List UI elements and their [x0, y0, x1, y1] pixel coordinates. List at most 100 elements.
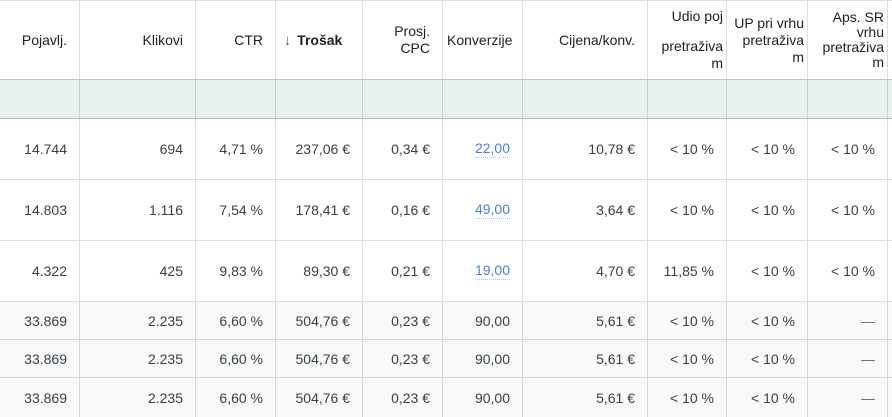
clipped-cell: [888, 180, 892, 240]
clipped-cell: [888, 241, 892, 301]
cell-ctr: 4,71 %: [196, 119, 276, 179]
cell-search-top-impression-share: < 10 %: [727, 241, 808, 301]
column-label: Klikovi: [142, 31, 183, 48]
cell-cost-per-conversion: 10,78 €: [523, 119, 648, 179]
cell-ctr: 6,60 %: [196, 340, 276, 377]
column-label: Aps. SR: [832, 9, 884, 25]
column-header-conversions[interactable]: Konverzije: [443, 1, 523, 79]
cell-search-impression-share: < 10 %: [648, 378, 727, 417]
clipped-cell: [888, 378, 892, 417]
conversions-link[interactable]: 22,00: [474, 140, 510, 158]
cell-clicks: 1.116: [80, 180, 196, 240]
cell-avg-cpc: 0,16 €: [363, 180, 443, 240]
empty-cell: [80, 80, 196, 118]
column-header-clicks[interactable]: Klikovi: [80, 1, 196, 79]
cell-cost: 178,41 €: [276, 180, 363, 240]
cell-search-abs-top-impression-share: < 10 %: [808, 119, 888, 179]
column-label: CPC: [400, 40, 430, 56]
table-header-row: Pojavlj. Klikovi CTR ↓ Trošak Prosj. CPC…: [0, 1, 892, 80]
column-label: m: [711, 55, 723, 71]
cell-impressions: 33.869: [0, 302, 80, 339]
cell-cost-per-conversion: 5,61 €: [523, 340, 648, 377]
clipped-cell: [888, 119, 892, 179]
empty-cell: [0, 80, 80, 118]
column-header-impressions[interactable]: Pojavlj.: [0, 1, 80, 79]
cell-search-impression-share: < 10 %: [648, 340, 727, 377]
column-label: UP pri vrhu: [734, 14, 804, 31]
cell-cost-per-conversion: 5,61 €: [523, 378, 648, 417]
clipped-cell: [888, 340, 892, 377]
column-label: Trošak: [297, 31, 343, 48]
cell-search-abs-top-impression-share: < 10 %: [808, 241, 888, 301]
column-label: m: [792, 48, 804, 65]
empty-cell: [727, 80, 808, 118]
clipped-cell: [888, 302, 892, 339]
cell-search-abs-top-impression-share: —: [808, 302, 888, 339]
cell-clicks: 2.235: [80, 302, 196, 339]
column-header-search-abs-top-impression-share[interactable]: Aps. SR vrhu pretraživa m: [808, 1, 888, 79]
empty-cell: [888, 80, 892, 118]
empty-cell: [443, 80, 523, 118]
cell-cost-per-conversion: 4,70 €: [523, 241, 648, 301]
cell-cost: 89,30 €: [276, 241, 363, 301]
cell-clicks: 694: [80, 119, 196, 179]
cell-ctr: 6,60 %: [196, 378, 276, 417]
cell-search-abs-top-impression-share: —: [808, 378, 888, 417]
column-header-cost-per-conversion[interactable]: Cijena/konv.: [523, 1, 648, 79]
cell-ctr: 9,83 %: [196, 241, 276, 301]
empty-cell: [363, 80, 443, 118]
column-label: pretraživa: [742, 31, 804, 48]
cell-search-top-impression-share: < 10 %: [727, 302, 808, 339]
total-row: 33.869 2.235 6,60 % 504,76 € 0,23 € 90,0…: [0, 302, 892, 340]
cell-clicks: 425: [80, 241, 196, 301]
cell-clicks: 2.235: [80, 340, 196, 377]
cell-search-abs-top-impression-share: —: [808, 340, 888, 377]
cell-conversions: 90,00: [443, 340, 523, 377]
cell-avg-cpc: 0,23 €: [363, 340, 443, 377]
cell-avg-cpc: 0,23 €: [363, 378, 443, 417]
column-label: Konverzije: [447, 31, 513, 48]
sort-descending-icon: ↓: [283, 31, 292, 49]
cell-impressions: 14.803: [0, 180, 80, 240]
column-header-avg-cpc[interactable]: Prosj. CPC: [363, 1, 443, 79]
cell-avg-cpc: 0,34 €: [363, 119, 443, 179]
cell-cost: 504,76 €: [276, 378, 363, 417]
cell-cost-per-conversion: 5,61 €: [523, 302, 648, 339]
cell-conversions: 90,00: [443, 302, 523, 339]
column-label: pretraživa: [822, 39, 884, 55]
cell-impressions: 33.869: [0, 340, 80, 377]
cell-search-impression-share: < 10 %: [648, 180, 727, 240]
cell-conversions: 22,00: [443, 119, 523, 179]
cell-search-top-impression-share: < 10 %: [727, 378, 808, 417]
column-label: CTR: [234, 31, 263, 48]
column-label: Prosj.: [394, 23, 430, 39]
column-header-search-impression-share[interactable]: Udio poj pretraživa m: [648, 1, 727, 79]
empty-cell: [648, 80, 727, 118]
column-label: pretraživa: [661, 38, 723, 54]
table-row: 4.322 425 9,83 % 89,30 € 0,21 € 19,00 4,…: [0, 241, 892, 302]
clipped-column: [888, 1, 892, 79]
column-header-cost[interactable]: ↓ Trošak: [276, 1, 363, 79]
total-row: 33.869 2.235 6,60 % 504,76 € 0,23 € 90,0…: [0, 340, 892, 378]
column-header-search-top-impression-share[interactable]: UP pri vrhu pretraživa m: [727, 1, 808, 79]
column-header-ctr[interactable]: CTR: [196, 1, 276, 79]
cell-impressions: 14.744: [0, 119, 80, 179]
cell-search-top-impression-share: < 10 %: [727, 180, 808, 240]
cell-impressions: 33.869: [0, 378, 80, 417]
conversions-link[interactable]: 49,00: [474, 201, 510, 219]
cell-clicks: 2.235: [80, 378, 196, 417]
cell-cost: 504,76 €: [276, 302, 363, 339]
column-label: Pojavlj.: [21, 31, 67, 48]
cell-search-impression-share: < 10 %: [648, 302, 727, 339]
total-row: 33.869 2.235 6,60 % 504,76 € 0,23 € 90,0…: [0, 378, 892, 417]
empty-cell: [808, 80, 888, 118]
cell-conversions: 49,00: [443, 180, 523, 240]
conversions-link[interactable]: 19,00: [474, 262, 510, 280]
selection-summary-row: [0, 80, 892, 119]
column-label: m: [872, 54, 884, 70]
cell-impressions: 4.322: [0, 241, 80, 301]
empty-cell: [276, 80, 363, 118]
column-label: Cijena/konv.: [558, 31, 635, 48]
cell-search-impression-share: < 10 %: [648, 119, 727, 179]
